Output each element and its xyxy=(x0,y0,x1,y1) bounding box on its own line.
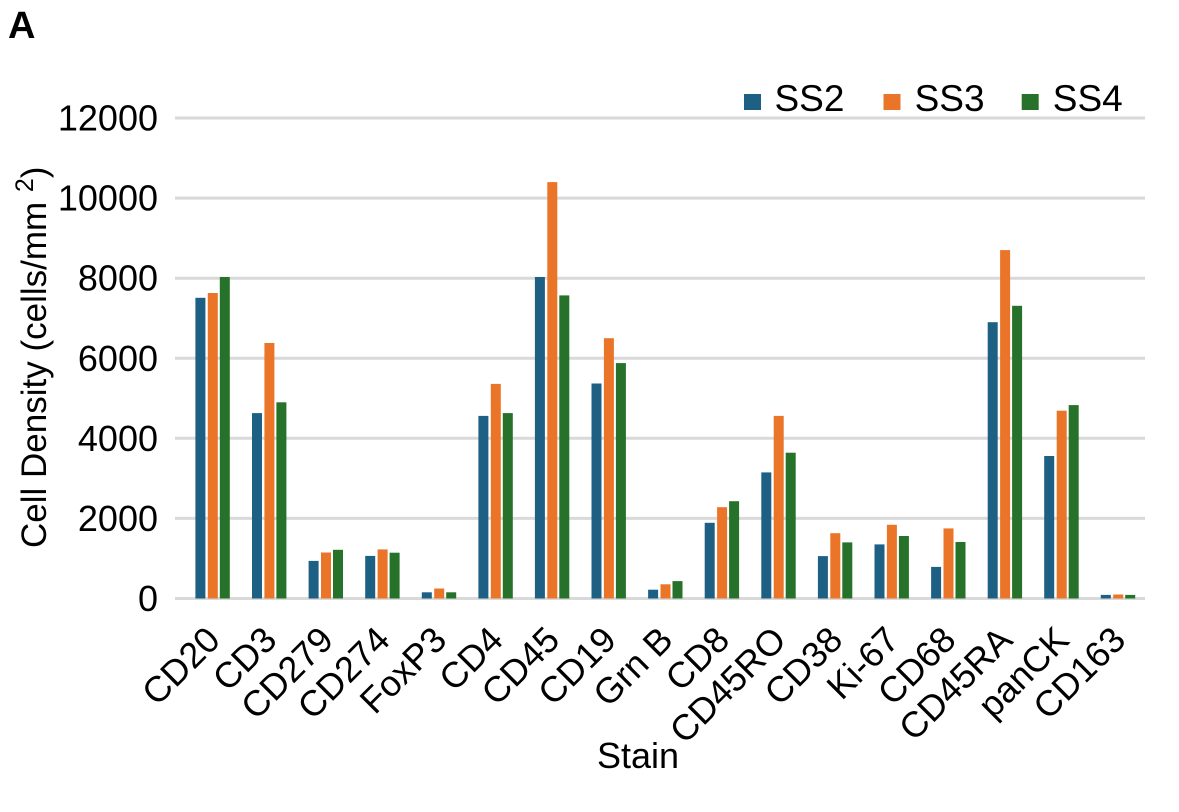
svg-text:4000: 4000 xyxy=(78,418,158,459)
svg-text:Stain: Stain xyxy=(597,735,679,776)
svg-text:6000: 6000 xyxy=(78,338,158,379)
svg-text:2000: 2000 xyxy=(78,498,158,539)
svg-text:Cell Density (cells/mm 2): Cell Density (cells/mm 2) xyxy=(11,167,54,548)
svg-text:0: 0 xyxy=(138,578,158,619)
svg-text:10000: 10000 xyxy=(58,178,158,219)
svg-text:SS3: SS3 xyxy=(915,78,985,119)
svg-text:12000: 12000 xyxy=(58,98,158,139)
svg-text:SS2: SS2 xyxy=(775,78,845,119)
svg-text:8000: 8000 xyxy=(78,258,158,299)
svg-text:SS4: SS4 xyxy=(1053,78,1123,119)
svg-text:A: A xyxy=(8,5,35,47)
